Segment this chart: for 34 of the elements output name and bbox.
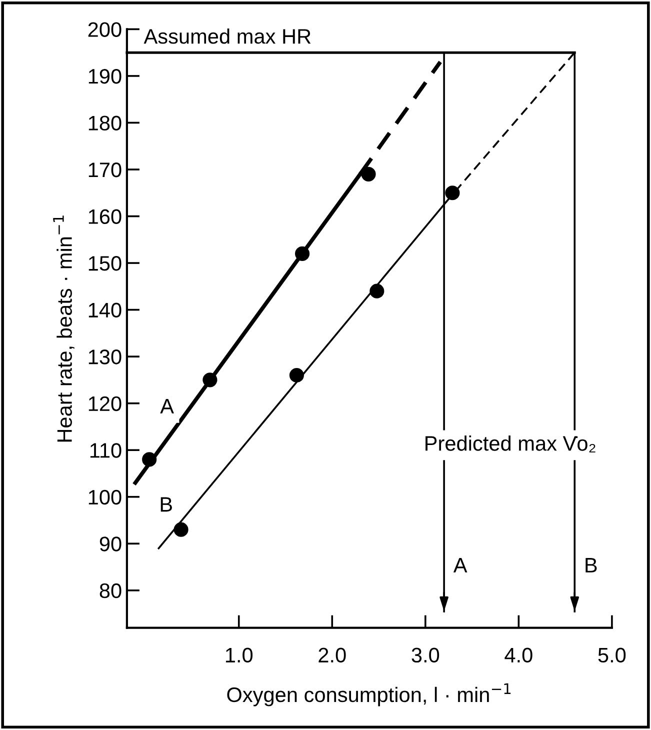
y-tick-label: 100	[88, 490, 122, 505]
y-tick-label: 80	[100, 583, 122, 598]
point	[370, 284, 384, 298]
ref-line-label: A	[453, 558, 468, 572]
annotation: A	[160, 399, 174, 414]
point	[445, 186, 460, 200]
y-tick-label: 190	[88, 68, 122, 84]
y-tick-label: 150	[88, 256, 122, 271]
annotation: B	[160, 497, 172, 512]
y-axis-title: Heart rate, beats · min$^{−1}$	[53, 216, 74, 442]
y-tick-label: 160	[88, 209, 122, 224]
y-tick-label: 200	[88, 22, 122, 37]
point	[174, 522, 188, 537]
y-tick-label: 170	[88, 162, 122, 178]
x-axis-title: Oxygen consumption, l · min$^{−1}$	[227, 683, 511, 706]
y-tick-label: 180	[88, 116, 122, 130]
x-tick-label: 1.0	[226, 648, 253, 663]
y-tick-label: 120	[88, 396, 122, 412]
point	[289, 368, 304, 383]
x-tick-label: 3.0	[412, 648, 440, 663]
y-tick-label: 140	[88, 302, 122, 318]
ref-line-label: B	[586, 558, 597, 572]
y-tick-label: 130	[88, 350, 122, 364]
point	[142, 452, 157, 467]
x-tick-label: 4.0	[504, 648, 532, 663]
annotation: Predicted max V̇o₂	[426, 436, 596, 452]
ref-line-label: Assumed max HR	[144, 28, 311, 44]
point	[361, 166, 376, 182]
x-tick-label: 2.0	[318, 648, 346, 663]
point	[202, 372, 218, 388]
point	[295, 246, 310, 261]
x-tick-label: 5.0	[598, 648, 626, 663]
y-tick-label: 90	[100, 536, 122, 552]
y-tick-label: 110	[90, 443, 122, 458]
